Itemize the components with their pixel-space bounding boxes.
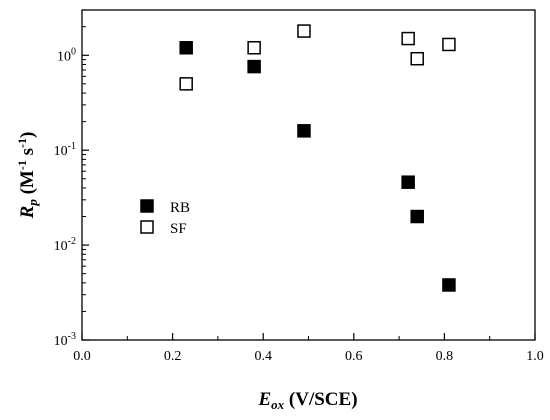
y-axis-title: Rp (M-1 s-1) [15, 132, 40, 220]
y-axis-title-sub: p [25, 199, 40, 207]
y-tick-label: 10-2 [54, 236, 76, 254]
x-tick-label: 0.4 [254, 349, 272, 364]
plot-frame [81, 9, 536, 341]
y-axis-title-mid: s [17, 148, 38, 160]
y-axis-title-sup1: -1 [15, 160, 29, 170]
legend-label-rb: RB [170, 200, 190, 216]
legend-marker-rb [140, 199, 154, 213]
x-axis-title-main: E [257, 389, 271, 410]
x-axis-title: Eox (V/SCE) [257, 389, 357, 412]
data-point-sf [247, 41, 261, 55]
x-tick-label: 0.6 [345, 349, 363, 364]
y-axis-title-sup2: -1 [15, 138, 29, 148]
data-point-rb [401, 175, 415, 189]
x-axis-ticks: 0.0 0.2 0.4 0.6 0.8 1.0 [73, 333, 544, 364]
y-axis-title-unit-open: (M [17, 170, 38, 199]
data-point-rb [179, 41, 193, 55]
data-point-rb [297, 124, 311, 138]
y-axis-title-unit-close: ) [17, 132, 38, 138]
y-axis-title-main: R [17, 206, 38, 220]
y-axis-ticks: 10-3 10-2 10-1 100 [54, 9, 89, 349]
data-point-rb [410, 209, 424, 224]
x-tick-label: 0.0 [73, 349, 91, 364]
legend: RB SF [140, 199, 190, 237]
x-tick-label: 0.8 [436, 349, 454, 364]
legend-label-sf: SF [170, 221, 187, 237]
x-axis-title-sub: ox [271, 397, 285, 412]
data-point-sf [442, 37, 456, 52]
y-tick-label: 10-1 [54, 141, 76, 159]
data-point-rb [247, 59, 261, 74]
x-axis-title-rest: (V/SCE) [284, 389, 357, 410]
data-points [179, 24, 456, 292]
legend-marker-sf [140, 220, 154, 234]
data-point-sf [297, 24, 311, 38]
data-point-sf [410, 51, 424, 66]
y-tick-label: 10-3 [54, 331, 76, 349]
x-tick-label: 1.0 [526, 349, 544, 364]
x-tick-label: 0.2 [164, 349, 182, 364]
y-tick-label: 100 [57, 46, 76, 64]
data-point-sf [401, 31, 415, 46]
data-point-sf [179, 77, 193, 91]
data-point-rb [442, 278, 456, 292]
